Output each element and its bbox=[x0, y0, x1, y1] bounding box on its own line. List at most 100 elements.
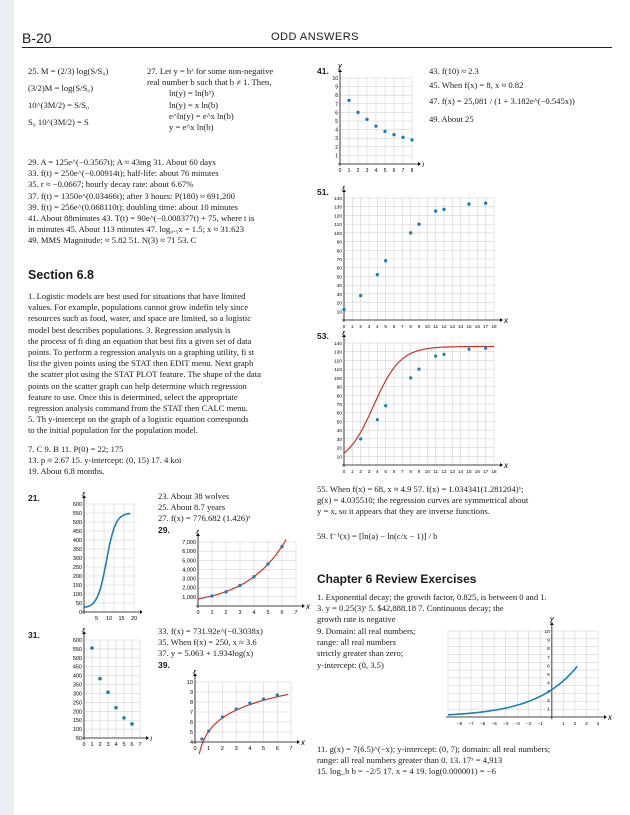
data-point bbox=[483, 201, 488, 205]
data-point bbox=[342, 307, 346, 312]
y-tick-label: 0 bbox=[79, 610, 82, 616]
answer-line: 9. Domain: all real numbers; bbox=[317, 626, 416, 636]
x-tick-label: 4 bbox=[252, 610, 255, 616]
x-tick-label: −4 bbox=[503, 721, 509, 726]
x-tick-label: 4 bbox=[376, 469, 379, 474]
x-tick-label: 7 bbox=[138, 742, 141, 748]
answer-line: (3/2)M = log(S/S₀) bbox=[28, 83, 94, 93]
y-tick-label: 10 bbox=[187, 680, 193, 686]
y-tick-label: 80 bbox=[337, 393, 343, 399]
y-tick-label: 7 bbox=[547, 655, 550, 661]
answer-line: 19. About 6.8 months. bbox=[28, 466, 105, 477]
x-tick-label: −2 bbox=[526, 721, 532, 726]
x-axis-arrow bbox=[604, 715, 607, 719]
x-tick-label: 3 bbox=[585, 721, 588, 726]
x-tick-label: 7 bbox=[402, 168, 405, 174]
y-tick-label: 10 bbox=[337, 454, 343, 460]
y-tick-label: 5 bbox=[547, 672, 550, 678]
answer-line: 55. When f(x) = 68, x ≈ 4.9 57. f(x) = 1… bbox=[317, 484, 524, 494]
answer-line: growth rate is negative bbox=[317, 614, 396, 625]
answer-25: 25. M = (2/3) log(S/S₀) (3/2)M = log(S/S… bbox=[28, 66, 140, 128]
x-tick-label: 13 bbox=[450, 469, 456, 474]
answers-23-29: 23. About 38 wolves 25. About 8.7 years … bbox=[158, 491, 318, 536]
y-tick-label: 100 bbox=[73, 727, 82, 733]
y-tick-label: 8 bbox=[335, 93, 338, 99]
data-point bbox=[467, 347, 471, 351]
x-axis-arrow bbox=[500, 463, 503, 467]
x-tick-label: 2 bbox=[357, 168, 360, 174]
y-tick-label: 1 bbox=[547, 706, 550, 712]
y-tick-label: 550 bbox=[73, 647, 82, 653]
data-point bbox=[261, 697, 266, 701]
x-tick-label: 3 bbox=[235, 746, 238, 752]
data-point bbox=[90, 646, 94, 650]
y-axis-arrow bbox=[338, 69, 342, 72]
data-point bbox=[417, 367, 421, 371]
x-tick-label: 15 bbox=[466, 324, 472, 329]
paragraph-line: points. To perform a regression analysis… bbox=[28, 347, 255, 358]
graph-41: xy10987654321012345678 bbox=[330, 64, 424, 176]
y-tick-label: 2 bbox=[547, 698, 550, 704]
x-tick-label: 7 bbox=[294, 610, 297, 616]
graph-21-label: 21. bbox=[28, 493, 40, 503]
answers-33-39: 33. f(x) = 731.92e^(−0.3038x) 35. When f… bbox=[158, 626, 328, 671]
paragraph-line: the process of fi ding an equation that … bbox=[28, 335, 252, 346]
graph-41-label: 41. bbox=[317, 66, 329, 76]
x-tick-label: 1 bbox=[90, 742, 93, 748]
x-tick-label: 11 bbox=[433, 469, 438, 474]
x-tick-label: 15 bbox=[466, 469, 472, 474]
y-tick-label: 9 bbox=[335, 85, 338, 91]
graph-39: xy1098765401234567 bbox=[175, 670, 315, 754]
y-tick-label: 10 bbox=[332, 76, 338, 82]
x-tick-label: 11 bbox=[433, 324, 438, 329]
x-tick-label: 12 bbox=[441, 469, 447, 474]
y-tick-label: 40 bbox=[337, 283, 343, 289]
y-tick-label: 70 bbox=[337, 257, 343, 263]
x-tick-label: 6 bbox=[393, 168, 396, 174]
curve bbox=[198, 693, 289, 754]
answer-line: 3. y = 0.25(3)ˣ 5. $42,888.18 7. Continu… bbox=[317, 603, 504, 614]
data-point bbox=[434, 354, 438, 358]
answer-line: 33. f(t) = 250e^(−0.00914t); half-life: … bbox=[28, 168, 219, 179]
x-tick-label: 15 bbox=[118, 616, 124, 622]
answer-line: 41. About 88minutes 43. T(t) = 90e^(−0.0… bbox=[28, 213, 255, 224]
graph-53-svg: xy14013012011010090807060504030201001234… bbox=[334, 331, 509, 474]
x-axis-arrow bbox=[500, 318, 503, 322]
y-tick-label: 9 bbox=[547, 638, 550, 644]
answers-7-19: 7. C 9. B 11. P(0) = 22; 175 13. p ≈ 2.6… bbox=[28, 444, 318, 478]
data-point bbox=[401, 135, 405, 140]
answer-59: 59. f⁻¹(x) = [ln(a) − ln(c/x − 1)] / b bbox=[317, 531, 438, 541]
graph-31: xy60055050045040035030025020015010050012… bbox=[56, 628, 152, 752]
review-answers-11-19: 11. g(x) = 7(6.5)^(−x); y-intercept: (0,… bbox=[317, 744, 617, 778]
y-tick-label: 140 bbox=[334, 341, 342, 347]
x-tick-label: 17 bbox=[483, 469, 489, 474]
x-tick-label: 1 bbox=[207, 746, 210, 752]
y-tick-label: 300 bbox=[73, 556, 82, 562]
x-tick-label: −7 bbox=[468, 721, 474, 726]
y-tick-label: 90 bbox=[337, 385, 343, 391]
y-axis-label: y bbox=[192, 670, 198, 674]
paragraph-line: 1. Logistic models are best used for sit… bbox=[28, 291, 246, 301]
answer-line: real number b such that b ≠ 1. Then, bbox=[147, 77, 272, 88]
data-point bbox=[114, 705, 118, 710]
x-tick-label: 16 bbox=[475, 324, 481, 329]
x-tick-label: 10 bbox=[425, 469, 431, 474]
answers-29-53: 29. A = 125e^(−0.3567t); A ≈ 43mg 31. Ab… bbox=[28, 157, 318, 247]
x-tick-label: −6 bbox=[480, 721, 486, 726]
x-axis-label: x bbox=[503, 461, 509, 470]
x-tick-label: 0 bbox=[196, 610, 199, 616]
x-axis-arrow bbox=[297, 740, 300, 744]
answer-line: 27. f(x) = 776.682 (1.426)ˣ bbox=[158, 513, 251, 524]
y-tick-label: 5 bbox=[335, 119, 338, 125]
answer-line: 43. f(10) ≈ 2.3 bbox=[429, 66, 479, 76]
y-axis-arrow bbox=[342, 189, 346, 192]
data-point bbox=[130, 722, 134, 726]
y-tick-label: 200 bbox=[73, 709, 82, 715]
y-axis-label: y bbox=[81, 492, 87, 496]
x-tick-label: 5 bbox=[266, 610, 269, 616]
answers-43-49: 43. f(10) ≈ 2.3 45. When f(x) = 8, x ≈ 0… bbox=[429, 66, 619, 125]
data-point bbox=[234, 707, 238, 711]
x-tick-label: 9 bbox=[418, 324, 421, 329]
graph-21-svg: xy60055050045040035030025020015010050051… bbox=[73, 492, 142, 622]
